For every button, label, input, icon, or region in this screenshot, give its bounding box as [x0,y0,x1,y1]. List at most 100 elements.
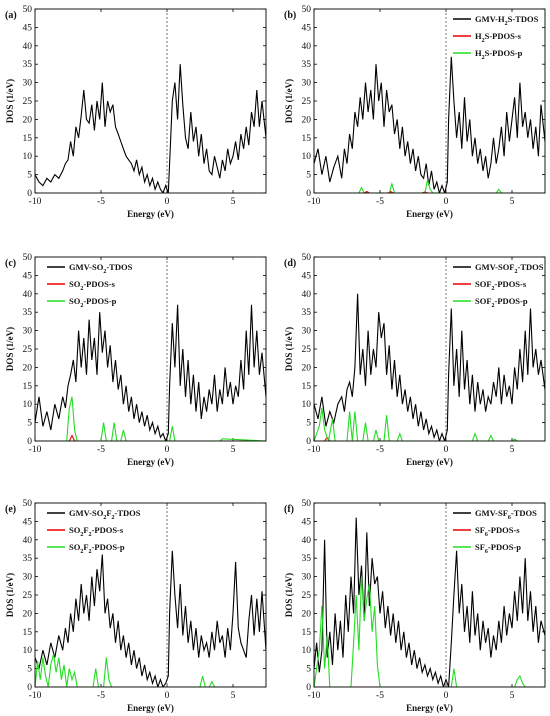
y-tick-label: 50 [23,253,33,263]
y-tick-label: 10 [302,646,312,656]
y-tick-label: 50 [23,499,33,509]
series-line-1 [35,434,266,441]
x-tick-label: -10 [29,445,42,455]
legend-label-1: H2S-PDOS-s [475,31,522,44]
series-line-1 [314,436,545,441]
panel-label: (d) [284,258,296,269]
panel-a: 0 5 10 15 20 25 30 35 40 45 50 -10 -5 0 5 Energy (eV) DO… [5,5,267,219]
y-tick-label: 30 [23,327,33,337]
plot-frame [34,502,267,688]
series-line-1 [314,190,545,193]
y-tick-label: 20 [302,609,312,619]
x-tick-label: 0 [444,197,449,207]
x-tick-label: 5 [231,197,236,207]
y-tick-label: 45 [23,517,33,527]
y-tick-label: 25 [23,97,33,107]
legend-label-1: SF6-PDOS-s [475,525,520,538]
x-tick-label: 0 [165,691,170,701]
panel-d: 0 5 10 15 20 25 30 35 40 45 50 -10 -5 0 5 Energy (eV) DO… [284,253,546,467]
y-axis-label: DOS (1/eV) [5,573,15,617]
x-tick-label: -10 [308,197,321,207]
series-line-2 [314,179,545,193]
panel-f: 0 5 10 15 20 25 30 35 40 45 50 -10 -5 0 5 Energy (eV) DO… [284,499,546,713]
y-tick-label: 50 [302,5,312,15]
x-tick-label: -10 [29,197,42,207]
legend-label-1: SO2F2-PDOS-s [69,525,124,538]
panel-e: 0 5 10 15 20 25 30 35 40 45 50 -10 -5 0 5 Energy (eV) DO… [5,499,267,713]
series-line-0 [35,550,266,687]
x-tick-label: 5 [510,445,515,455]
series-line-0 [35,304,266,441]
y-tick-label: 20 [302,363,312,373]
y-tick-label: 45 [302,517,312,527]
y-tick-label: 15 [23,628,33,638]
y-tick-label: 5 [27,665,32,675]
y-tick-label: 20 [23,115,33,125]
y-tick-label: 50 [23,5,33,15]
panel-label: (c) [5,258,16,269]
x-axis-label: Energy (eV) [127,457,174,467]
y-tick-label: 5 [27,419,32,429]
plot-frame [34,8,267,194]
legend-label-1: SO2-PDOS-s [69,279,116,292]
x-axis-label: Energy (eV) [406,209,453,219]
y-tick-label: 0 [27,437,32,447]
y-tick-label: 45 [23,271,33,281]
y-tick-label: 50 [302,499,312,509]
y-tick-label: 30 [302,327,312,337]
panel-label: (a) [5,10,17,21]
legend-label-0: GMV-SF6-TDOS [475,508,537,521]
y-axis-label: DOS (1/eV) [5,79,15,123]
y-tick-label: 0 [306,437,311,447]
y-axis-label: DOS (1/eV) [5,327,15,371]
x-tick-label: -5 [376,197,384,207]
y-tick-label: 45 [302,271,312,281]
legend-label-2: SO2-PDOS-p [69,296,117,309]
legend-label-0: GMV-SO2F2-TDOS [69,508,141,521]
panel-label: (b) [284,10,296,21]
y-tick-label: 40 [23,290,33,300]
legend-label-0: GMV-SOF2-TDOS [475,262,544,275]
legend-label-0: GMV-SO2-TDOS [69,262,133,275]
y-tick-label: 5 [306,171,311,181]
y-tick-label: 20 [23,609,33,619]
x-tick-label: -10 [308,691,321,701]
series-line-0 [314,293,545,441]
series-line-2 [314,407,545,441]
legend-label-2: SOF2-PDOS-p [475,296,528,309]
y-tick-label: 40 [302,290,312,300]
x-tick-label: -5 [97,691,105,701]
x-tick-label: 0 [165,197,170,207]
y-tick-label: 35 [23,554,33,564]
legend-label-0: GMV-H2S-TDOS [475,14,539,27]
y-tick-label: 0 [306,683,311,693]
x-axis-label: Energy (eV) [406,457,453,467]
y-tick-label: 25 [302,591,312,601]
series-line-2 [314,576,545,687]
y-tick-label: 20 [23,363,33,373]
x-tick-label: 5 [231,445,236,455]
y-tick-label: 40 [302,42,312,52]
y-tick-label: 35 [23,60,33,70]
y-tick-label: 30 [302,573,312,583]
panel-b: 0 5 10 15 20 25 30 35 40 45 50 -10 -5 0 5 Energy (eV) DO… [284,5,546,219]
y-tick-label: 40 [23,42,33,52]
y-tick-label: 10 [23,152,33,162]
y-tick-label: 5 [27,171,32,181]
legend-label-2: SF6-PDOS-p [475,542,521,555]
x-tick-label: -5 [376,445,384,455]
plot-frame [313,502,546,688]
y-tick-label: 35 [23,308,33,318]
x-tick-label: 5 [231,691,236,701]
y-tick-label: 30 [23,79,33,89]
y-tick-label: 30 [23,573,33,583]
series-line-0 [314,517,545,687]
y-tick-label: 45 [302,23,312,33]
panel-label: (e) [5,504,16,515]
y-tick-label: 15 [302,382,312,392]
x-tick-label: -10 [29,691,42,701]
x-tick-label: 0 [444,445,449,455]
y-tick-label: 50 [302,253,312,263]
y-tick-label: 25 [23,591,33,601]
